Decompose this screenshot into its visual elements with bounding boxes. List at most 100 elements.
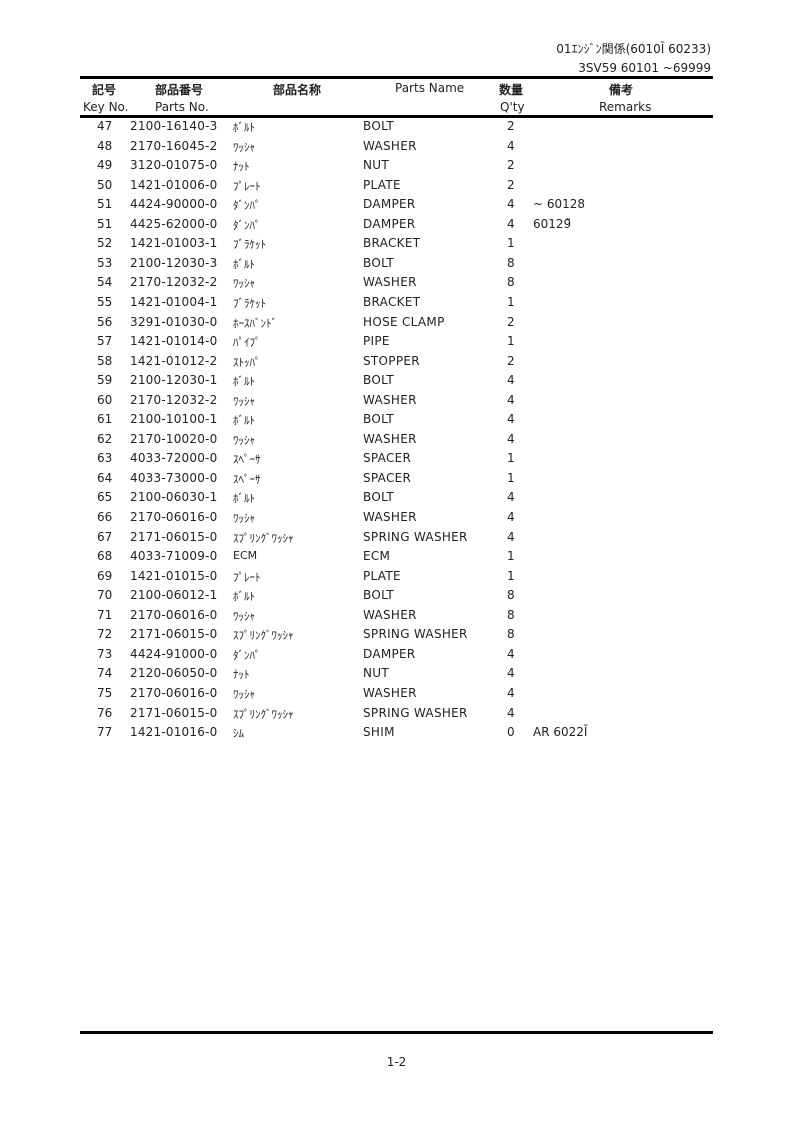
key-no: 73 — [97, 646, 113, 661]
part-number: 4033-73000-0 — [130, 470, 218, 485]
quantity: 8 — [507, 588, 515, 603]
key-no: 56 — [97, 314, 113, 329]
quantity: 8 — [507, 607, 515, 622]
quantity: 4 — [507, 138, 515, 153]
key-no: 47 — [97, 119, 113, 133]
key-no: 67 — [97, 529, 113, 544]
col-qty-jp: 数量 — [499, 83, 524, 97]
table-row: 47 2100-16140-3 ﾎﾞﾙﾄ BOLT 2 — [0, 119, 793, 138]
quantity: 4 — [507, 529, 515, 544]
part-name-jp: ｽﾌﾟﾘﾝｸﾞﾜｯｼｬ — [233, 531, 294, 545]
table-row: 77 1421-01016-0 ｼﾑ SHIM 0 AR 6022Ī — [0, 725, 793, 744]
quantity: 4 — [507, 216, 515, 231]
part-name-en: BRACKET — [363, 294, 421, 309]
key-no: 63 — [97, 451, 113, 466]
part-name-en: DAMPER — [363, 216, 416, 231]
quantity: 1 — [507, 236, 515, 251]
part-number: 1421-01006-0 — [130, 177, 218, 192]
model-range: 3SV59 60101 ~69999 — [578, 61, 711, 75]
table-row: 59 2100-12030-1 ﾎﾞﾙﾄ BOLT 4 — [0, 373, 793, 392]
table-row: 74 2120-06050-0 ﾅｯﾄ NUT 4 — [0, 666, 793, 685]
table-row: 53 2100-12030-3 ﾎﾞﾙﾄ BOLT 8 — [0, 256, 793, 275]
key-no: 59 — [97, 373, 113, 388]
part-name-en: PLATE — [363, 568, 401, 583]
quantity: 4 — [507, 510, 515, 524]
key-no: 51 — [97, 216, 113, 231]
remarks: 60129̃ — [533, 216, 572, 231]
table-row: 63 4033-72000-0 ｽﾍﾟｰｻ SPACER 1 — [0, 451, 793, 470]
part-name-jp: ｼﾑ — [233, 727, 244, 741]
part-name-jp: ｽﾌﾟﾘﾝｸﾞﾜｯｼｬ — [233, 629, 294, 643]
part-number: 2100-12030-3 — [130, 255, 218, 270]
part-number: 2170-06016-0 — [130, 685, 218, 700]
part-name-en: DAMPER — [363, 646, 416, 661]
quantity: 8 — [507, 627, 515, 642]
part-name-en: WASHER — [363, 685, 417, 700]
part-name-en: WASHER — [363, 392, 417, 407]
part-name-jp: ﾊﾟｲﾌﾟ — [233, 336, 261, 350]
quantity: 8 — [507, 275, 515, 290]
quantity: 4 — [507, 646, 515, 661]
table-row: 56 3291-01030-0 ﾎｰｽﾊﾞﾝﾄﾞ HOSE CLAMP 2 — [0, 315, 793, 334]
quantity: 4 — [507, 490, 515, 505]
col-name-jp: 部品名称 — [273, 83, 322, 97]
part-name-en: PLATE — [363, 177, 401, 192]
col-qty-en: Q'ty — [500, 100, 525, 114]
key-no: 71 — [97, 607, 113, 622]
table-row: 69 1421-01015-0 ﾌﾟﾚｰﾄ PLATE 1 — [0, 569, 793, 588]
part-number: 4033-72000-0 — [130, 451, 218, 466]
quantity: 4 — [507, 666, 515, 681]
part-name-en: SPRING WASHER — [363, 529, 468, 544]
part-name-en: DAMPER — [363, 197, 416, 212]
part-number: 2171-06015-0 — [130, 529, 218, 544]
part-number: 1421-01014-0 — [130, 334, 218, 349]
part-name-en: ECM — [363, 549, 391, 564]
part-name-jp: ﾎﾞﾙﾄ — [233, 414, 255, 428]
part-number: 2100-06030-1 — [130, 490, 218, 505]
key-no: 49 — [97, 158, 113, 173]
quantity: 1 — [507, 470, 515, 485]
key-no: 48 — [97, 138, 113, 153]
part-name-jp: ﾎﾞﾙﾄ — [233, 257, 255, 271]
part-name-en: WASHER — [363, 138, 417, 153]
quantity: 4 — [507, 705, 515, 720]
part-name-en: NUT — [363, 666, 389, 681]
quantity: 2 — [507, 158, 515, 173]
key-no: 76 — [97, 705, 113, 720]
table-row: 76 2171-06015-0 ｽﾌﾟﾘﾝｸﾞﾜｯｼｬ SPRING WASHER 4 — [0, 706, 793, 725]
table-row: 48 2170-16045-2 ﾜｯｼｬ WASHER 4 — [0, 139, 793, 158]
key-no: 54 — [97, 275, 113, 290]
part-number: 2171-06015-0 — [130, 627, 218, 642]
page-number: 1-2 — [386, 1055, 407, 1069]
part-name-jp: ｽﾌﾟﾘﾝｸﾞﾜｯｼｬ — [233, 707, 294, 721]
key-no: 69 — [97, 568, 113, 583]
part-name-jp: ﾎﾞﾙﾄ — [233, 492, 255, 506]
quantity: 2 — [507, 314, 515, 329]
quantity: 1 — [507, 568, 515, 583]
key-no: 61 — [97, 412, 113, 427]
part-number: 2170-12032-2 — [130, 392, 218, 407]
part-name-en: STOPPER — [363, 353, 420, 368]
part-name-jp: ECM — [233, 549, 258, 563]
table-row: 67 2171-06015-0 ｽﾌﾟﾘﾝｸﾞﾜｯｼｬ SPRING WASHER 4 — [0, 530, 793, 549]
header-bottom-rule — [80, 115, 713, 118]
section-title: 01ｴﾝｼﾞﾝ関係(6010Ī 60233) — [556, 42, 711, 56]
table-row: 60 2170-12032-2 ﾜｯｼｬ WASHER 4 — [0, 393, 793, 412]
part-name-en: WASHER — [363, 431, 417, 446]
table-row: 61 2100-10100-1 ﾎﾞﾙﾄ BOLT 4 — [0, 412, 793, 431]
quantity: 4 — [507, 685, 515, 700]
part-name-en: PIPE — [363, 334, 390, 349]
key-no: 68 — [97, 549, 113, 564]
part-name-jp: ﾜｯｼｬ — [233, 687, 255, 701]
key-no: 55 — [97, 294, 113, 309]
part-number: 4425-62000-0 — [130, 216, 218, 231]
key-no: 66 — [97, 510, 113, 524]
table-row: 62 2170-10020-0 ﾜｯｼｬ WASHER 4 — [0, 432, 793, 451]
quantity: 4 — [507, 197, 515, 212]
part-number: 2170-06016-0 — [130, 607, 218, 622]
key-no: 62 — [97, 431, 113, 446]
header-top-rule — [80, 76, 713, 79]
part-number: 4424-91000-0 — [130, 646, 218, 661]
col-key-en: Key No. — [83, 100, 129, 114]
